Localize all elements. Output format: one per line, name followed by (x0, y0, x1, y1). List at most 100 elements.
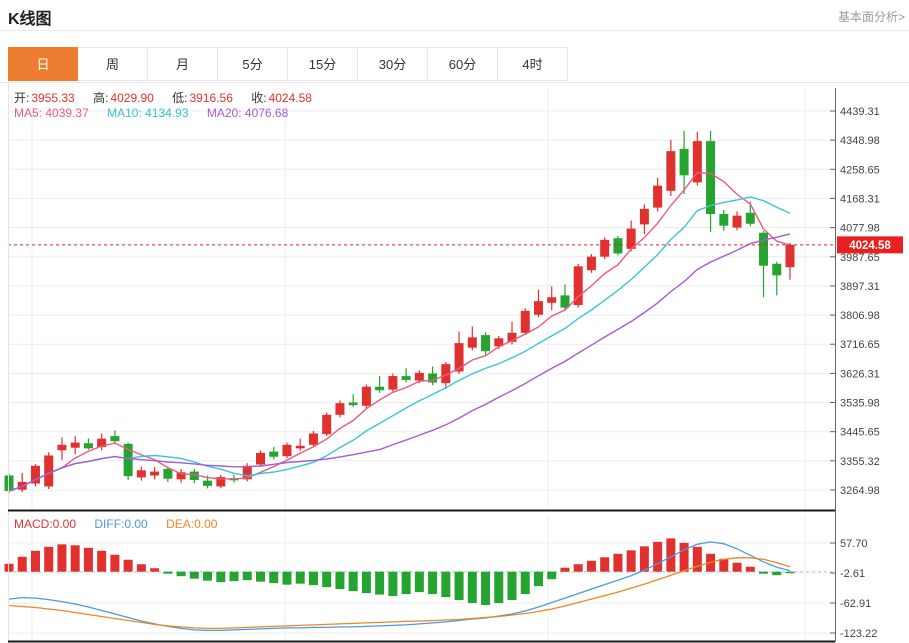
candle-body (573, 266, 583, 306)
macd-bar (163, 571, 173, 574)
close-label: 收: (251, 91, 267, 105)
main-y-tick-label: 3987.65 (840, 252, 880, 264)
candle-body (507, 332, 517, 342)
macd-bar (123, 559, 133, 572)
candles (4, 130, 795, 493)
macd-bar (375, 571, 385, 595)
low-label: 低: (172, 91, 188, 105)
main-y-tick-label: 3716.65 (840, 339, 880, 351)
macd-bar (533, 571, 543, 587)
macd-bar (679, 542, 689, 572)
tab-日[interactable]: 日 (8, 47, 78, 81)
macd-bar (269, 571, 279, 584)
macd-y-tick-label: -123.22 (840, 628, 877, 640)
macd-bar (97, 550, 107, 572)
macd-bar (441, 571, 451, 598)
macd-bar (401, 571, 411, 595)
main-y-tick-label: 3264.98 (840, 485, 880, 497)
last-price-tag: 4024.58 (837, 236, 903, 254)
main-y-tick-label: 3355.32 (840, 456, 880, 468)
macd-bar (256, 571, 266, 582)
ohlc-readout: 开: 3955.33 高: 4029.90 低: 3916.56 收: 4024.58 (14, 89, 327, 106)
macd-bar (759, 571, 769, 574)
macd-bar (481, 571, 491, 606)
main-y-tick-label: 3626.31 (840, 368, 880, 380)
main-y-tick-label: 3897.31 (840, 281, 880, 293)
macd-bar (467, 571, 477, 604)
macd-bar (494, 571, 504, 604)
candle-body (706, 141, 716, 215)
candle-body (560, 295, 570, 308)
macd-bar (428, 571, 438, 595)
macd-bar (322, 571, 332, 588)
candle-body (348, 402, 358, 406)
candle-body (772, 263, 782, 276)
macd-histogram (4, 538, 795, 606)
fundamental-analysis-link[interactable]: 基本面分析> (837, 10, 905, 24)
ma20-line (8, 233, 791, 492)
macd-bar (203, 571, 213, 581)
candle-body (520, 310, 530, 333)
tab-4时[interactable]: 4时 (498, 47, 568, 81)
macd-bar (189, 571, 199, 579)
candle-body (322, 414, 332, 435)
candle-body (308, 433, 318, 445)
candle-body (745, 212, 755, 224)
main-y-labels: 4439.31 4348.98 4258.65 4168.31 4077.98 3987.… (830, 106, 880, 497)
main-y-tick-label: 4348.98 (840, 135, 880, 147)
macd-bar (282, 571, 292, 585)
ma20-value: 4076.68 (244, 106, 289, 120)
macd-bar (242, 571, 252, 581)
candle-body (136, 470, 146, 478)
high-label: 高: (93, 91, 109, 105)
macd-bar (308, 571, 318, 586)
candle-body (110, 436, 120, 442)
candle-body (361, 386, 371, 406)
tab-5分[interactable]: 5分 (218, 47, 288, 81)
macd-bar (626, 550, 636, 572)
main-y-tick-label: 3806.98 (840, 310, 880, 322)
page-title: K线图 (8, 11, 52, 28)
tab-月[interactable]: 月 (148, 47, 218, 81)
candle-body (256, 452, 266, 465)
low-value: 3916.56 (189, 91, 233, 105)
candle-body (533, 301, 543, 315)
macd-y-labels: 57.70 -2.61 -62.91 -123.22 (830, 538, 877, 640)
macd-y-tick-label: -62.91 (840, 598, 871, 610)
main-y-tick-label: 3535.98 (840, 398, 880, 410)
macd-bar (785, 571, 795, 574)
tab-30分[interactable]: 30分 (358, 47, 428, 81)
ma-readout: MA5: 4039.37 MA10: 4134.93 MA20: 4076.68 (14, 106, 303, 120)
macd-bar (388, 571, 398, 597)
candle-body (282, 444, 292, 457)
macd-bar (732, 562, 742, 572)
candle-body (97, 438, 107, 448)
candle-body (732, 215, 742, 228)
macd-bar (348, 571, 358, 592)
dea-value: 0.00 (194, 517, 218, 531)
candle-body (189, 471, 199, 480)
main-y-tick-label: 4258.65 (840, 164, 880, 176)
macd-bar (666, 538, 676, 572)
macd-bar (586, 560, 596, 572)
candle-body (57, 444, 67, 451)
ma10-label: MA10: (107, 106, 142, 120)
kline-chart[interactable]: 4439.31 4348.98 4258.65 4168.31 4077.98 3987.… (0, 83, 909, 643)
tab-周[interactable]: 周 (78, 47, 148, 81)
tab-15分[interactable]: 15分 (288, 47, 358, 81)
period-tabs: 日周月 5分 15分 30分 60分 4时 (8, 47, 568, 81)
candle-body (176, 472, 186, 480)
candle-body (692, 141, 702, 183)
tab-60分[interactable]: 60分 (428, 47, 498, 81)
candle-body (150, 471, 160, 476)
macd-bar (639, 546, 649, 572)
candle-body (83, 443, 93, 449)
ma5-label: MA5: (14, 106, 43, 120)
macd-bar (295, 571, 305, 584)
diff-line (8, 541, 791, 632)
open-value: 3955.33 (31, 91, 75, 105)
page-header: K线图 基本面分析> (0, 0, 909, 31)
main-y-tick-label: 4168.31 (840, 193, 880, 205)
candle-body (30, 465, 40, 484)
